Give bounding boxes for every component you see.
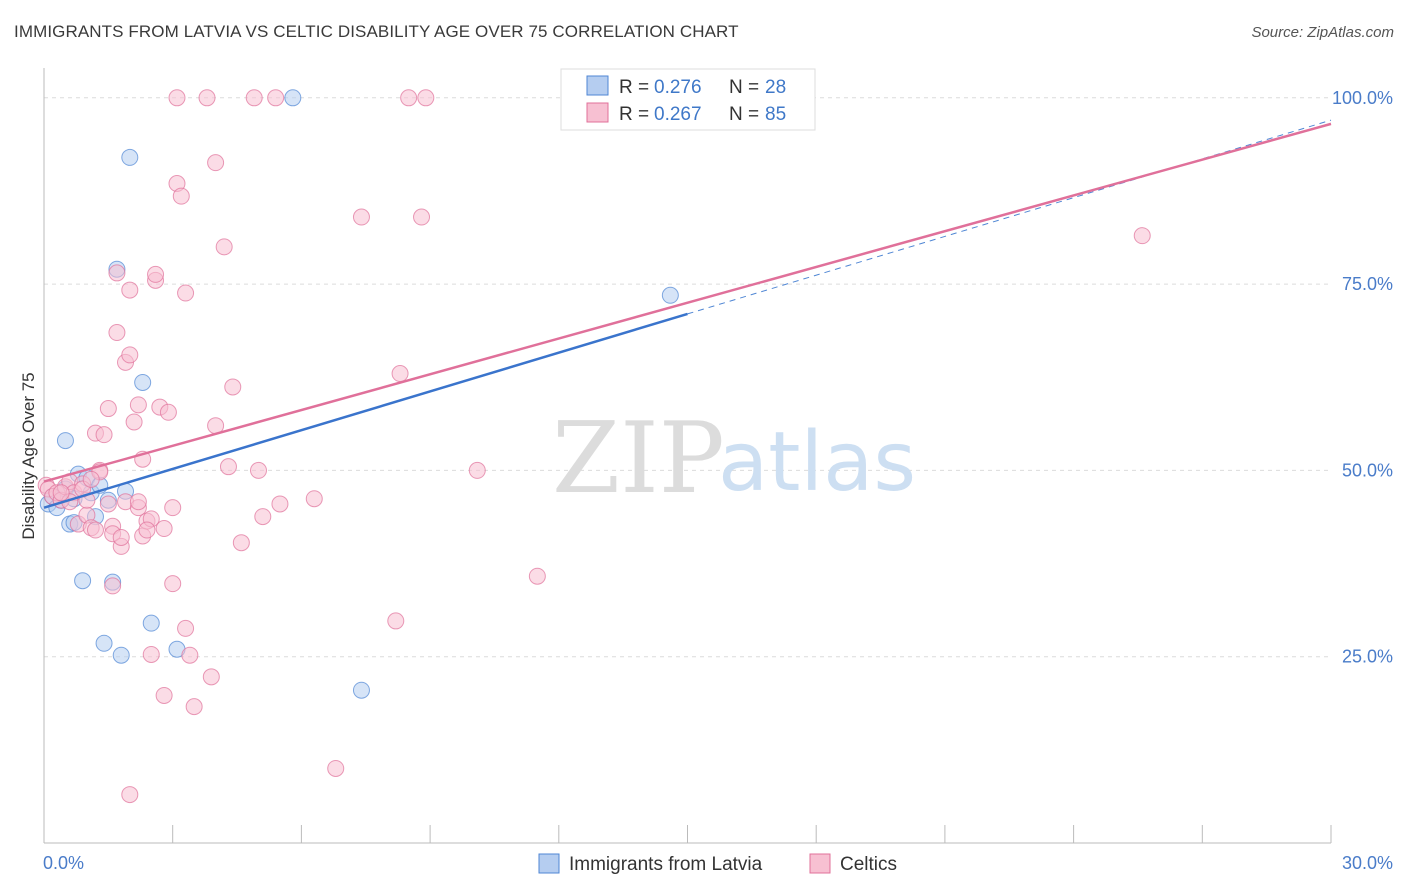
point-celtics-39 (155, 520, 173, 538)
point-celtics-54 (215, 238, 233, 256)
point-celtics-29 (129, 396, 147, 414)
point-celtics-47 (177, 619, 195, 637)
point-celtics-56 (224, 378, 242, 396)
legend-n-label-latvia: N = (729, 77, 759, 98)
point-celtics-77 (99, 495, 117, 513)
point-celtics-40 (155, 686, 173, 704)
point-celtics-83 (164, 499, 182, 517)
point-celtics-69 (413, 208, 431, 226)
y-tick-label-100: 100.0% (1332, 88, 1393, 108)
point-celtics-68 (400, 89, 418, 107)
point-latvia-19 (112, 646, 130, 664)
point-latvia-26 (661, 286, 679, 304)
point-celtics-67 (391, 365, 409, 383)
legend-n-value-celtics: 85 (765, 104, 786, 125)
point-celtics-28 (125, 413, 143, 431)
point-celtics-61 (267, 89, 285, 107)
chart-title: IMMIGRANTS FROM LATVIA VS CELTIC DISABIL… (14, 22, 739, 41)
point-celtics-17 (99, 400, 117, 418)
point-celtics-50 (198, 89, 216, 107)
point-latvia-20 (121, 148, 139, 166)
point-latvia-10 (74, 572, 92, 590)
point-celtics-60 (254, 508, 272, 526)
point-celtics-66 (387, 612, 405, 630)
y-tick-label-50: 50.0% (1342, 460, 1393, 480)
point-celtics-14 (86, 521, 104, 539)
point-celtics-73 (1133, 227, 1151, 245)
point-celtics-43 (168, 89, 186, 107)
watermark-atlas: atlas (718, 415, 916, 510)
bottom-legend-label-latvia: Immigrants from Latvia (569, 854, 763, 875)
point-latvia-15 (95, 634, 113, 652)
point-celtics-20 (104, 577, 122, 595)
x-tick-label-max: 30.0% (1342, 853, 1393, 873)
legend-r-label-latvia: R = (619, 77, 649, 98)
point-celtics-80 (52, 484, 70, 502)
point-celtics-16 (95, 426, 113, 444)
trend-lines (43, 119, 1332, 509)
point-celtics-41 (159, 403, 177, 421)
y-tick-label-25: 25.0% (1342, 647, 1393, 667)
bottom-legend-swatch-celtics (809, 853, 831, 874)
point-latvia-5 (56, 432, 74, 450)
point-celtics-59 (250, 461, 267, 479)
point-celtics-22 (108, 264, 126, 282)
trend-line-latvia-extension (687, 119, 1332, 315)
x-tick-label-min: 0.0% (43, 853, 84, 873)
point-celtics-35 (142, 645, 160, 663)
point-latvia-25 (352, 681, 370, 699)
point-celtics-71 (468, 461, 486, 479)
point-celtics-79 (129, 493, 147, 511)
point-celtics-46 (177, 284, 195, 302)
point-celtics-27 (121, 281, 139, 299)
watermark-zip: ZIP (552, 402, 725, 516)
point-celtics-37 (147, 265, 165, 283)
point-celtics-64 (327, 759, 345, 777)
legend-n-value-latvia: 28 (765, 77, 786, 98)
point-celtics-70 (417, 89, 435, 107)
point-celtics-48 (181, 646, 199, 664)
legend-r-value-celtics: 0.267 (654, 104, 702, 125)
point-celtics-81 (112, 528, 130, 546)
point-celtics-65 (352, 208, 370, 226)
point-celtics-84 (82, 470, 100, 488)
trend-line-latvia (43, 312, 688, 509)
point-celtics-21 (108, 324, 126, 342)
chart-source: Source: ZipAtlas.com (1251, 24, 1394, 41)
point-celtics-42 (164, 575, 182, 593)
point-latvia-24 (284, 89, 302, 107)
legend-r-label-celtics: R = (619, 104, 649, 125)
legend-n-label-celtics: N = (729, 104, 759, 125)
bottom-legend: Immigrants from Latvia Celtics (538, 853, 897, 875)
point-celtics-52 (207, 154, 225, 172)
legend-swatch-celtics (586, 102, 609, 123)
point-celtics-55 (219, 458, 237, 476)
legend: R = 0.276 N = 28 R = 0.267 N = 85 (560, 68, 816, 131)
bottom-legend-swatch-latvia (538, 853, 560, 874)
bottom-legend-label-celtics: Celtics (840, 854, 897, 875)
trend-line-celtics (43, 122, 1332, 483)
y-tick-label-75: 75.0% (1342, 274, 1393, 294)
point-celtics-74 (121, 786, 139, 804)
legend-r-value-latvia: 0.276 (654, 77, 702, 98)
point-celtics-45 (172, 187, 190, 205)
legend-swatch-latvia (586, 75, 609, 96)
grid-lines (44, 97, 1331, 658)
x-axis-ticks (43, 825, 1332, 843)
point-celtics-58 (245, 89, 263, 107)
point-latvia-21 (134, 373, 152, 391)
point-latvia-22 (142, 614, 160, 632)
y-tick-labels: 25.0% 50.0% 75.0% 100.0% (1332, 88, 1393, 667)
point-celtics-82 (138, 521, 156, 539)
point-celtics-57 (232, 534, 250, 552)
point-celtics-63 (305, 490, 323, 508)
point-celtics-26 (121, 346, 139, 364)
point-celtics-51 (202, 668, 220, 686)
y-axis-label: Disability Age Over 75 (19, 372, 38, 539)
point-celtics-72 (528, 567, 546, 585)
point-celtics-49 (185, 698, 203, 716)
point-celtics-62 (271, 495, 289, 513)
